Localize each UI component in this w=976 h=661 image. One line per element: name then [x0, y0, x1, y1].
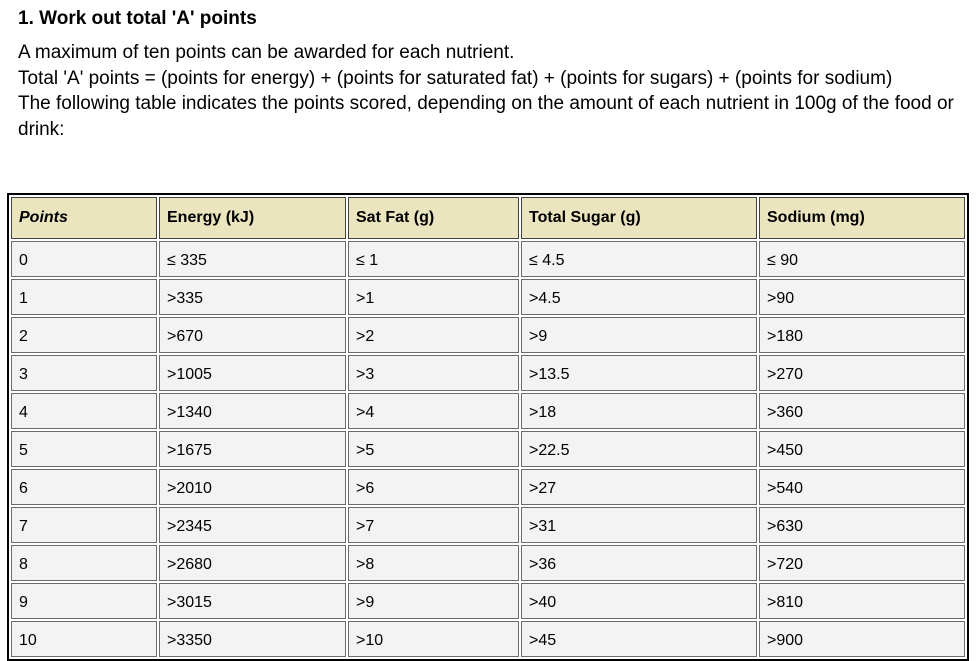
- cell-total-sugar: >40: [521, 583, 757, 619]
- table-row: 3 >1005 >3 >13.5 >270: [11, 355, 965, 391]
- cell-points: 10: [11, 621, 157, 657]
- cell-total-sugar: >13.5: [521, 355, 757, 391]
- header-total-sugar: Total Sugar (g): [521, 197, 757, 239]
- cell-sat-fat: >7: [348, 507, 519, 543]
- cell-energy: >670: [159, 317, 346, 353]
- cell-energy: >2680: [159, 545, 346, 581]
- intro-line-table-description: The following table indicates the points…: [18, 93, 954, 140]
- cell-sat-fat: >4: [348, 393, 519, 429]
- cell-sat-fat: >1: [348, 279, 519, 315]
- cell-points: 8: [11, 545, 157, 581]
- cell-total-sugar: ≤ 4.5: [521, 241, 757, 277]
- cell-sodium: >900: [759, 621, 965, 657]
- cell-energy: >1675: [159, 431, 346, 467]
- header-sat-fat: Sat Fat (g): [348, 197, 519, 239]
- cell-sat-fat: >9: [348, 583, 519, 619]
- cell-points: 0: [11, 241, 157, 277]
- points-table: Points Energy (kJ) Sat Fat (g) Total Sug…: [7, 193, 969, 661]
- table-row: 6 >2010 >6 >27 >540: [11, 469, 965, 505]
- table-row: 7 >2345 >7 >31 >630: [11, 507, 965, 543]
- table-row: 9 >3015 >9 >40 >810: [11, 583, 965, 619]
- cell-total-sugar: >18: [521, 393, 757, 429]
- cell-total-sugar: >31: [521, 507, 757, 543]
- table-row: 1 >335 >1 >4.5 >90: [11, 279, 965, 315]
- cell-total-sugar: >36: [521, 545, 757, 581]
- table-row: 5 >1675 >5 >22.5 >450: [11, 431, 965, 467]
- table-row: 8 >2680 >8 >36 >720: [11, 545, 965, 581]
- cell-sat-fat: >2: [348, 317, 519, 353]
- cell-total-sugar: >9: [521, 317, 757, 353]
- cell-energy: >335: [159, 279, 346, 315]
- cell-sodium: >720: [759, 545, 965, 581]
- header-points: Points: [11, 197, 157, 239]
- intro-line-total-formula: Total 'A' points = (points for energy) +…: [18, 67, 893, 89]
- cell-sodium: >360: [759, 393, 965, 429]
- table-row: 10 >3350 >10 >45 >900: [11, 621, 965, 657]
- cell-sodium: >180: [759, 317, 965, 353]
- table-row: 4 >1340 >4 >18 >360: [11, 393, 965, 429]
- cell-sodium: >630: [759, 507, 965, 543]
- cell-total-sugar: >22.5: [521, 431, 757, 467]
- cell-sodium: >540: [759, 469, 965, 505]
- cell-total-sugar: >4.5: [521, 279, 757, 315]
- cell-energy: >3350: [159, 621, 346, 657]
- cell-sat-fat: >10: [348, 621, 519, 657]
- cell-points: 4: [11, 393, 157, 429]
- intro-line-max-points: A maximum of ten points can be awarded f…: [18, 42, 515, 63]
- cell-sat-fat: >5: [348, 431, 519, 467]
- cell-points: 6: [11, 469, 157, 505]
- cell-sat-fat: >3: [348, 355, 519, 391]
- page-heading: 1. Work out total 'A' points: [18, 8, 257, 29]
- cell-sodium: >270: [759, 355, 965, 391]
- header-sodium: Sodium (mg): [759, 197, 965, 239]
- cell-energy: >1005: [159, 355, 346, 391]
- table-header-row: Points Energy (kJ) Sat Fat (g) Total Sug…: [11, 197, 965, 239]
- cell-sodium: ≤ 90: [759, 241, 965, 277]
- cell-points: 2: [11, 317, 157, 353]
- cell-sodium: >810: [759, 583, 965, 619]
- cell-energy: >1340: [159, 393, 346, 429]
- cell-points: 7: [11, 507, 157, 543]
- header-energy: Energy (kJ): [159, 197, 346, 239]
- cell-sat-fat: ≤ 1: [348, 241, 519, 277]
- cell-sodium: >90: [759, 279, 965, 315]
- cell-points: 3: [11, 355, 157, 391]
- intro-text: A maximum of ten points can be awarded f…: [18, 40, 958, 142]
- cell-sat-fat: >8: [348, 545, 519, 581]
- cell-energy: ≤ 335: [159, 241, 346, 277]
- cell-total-sugar: >27: [521, 469, 757, 505]
- cell-sodium: >450: [759, 431, 965, 467]
- cell-energy: >2345: [159, 507, 346, 543]
- table-row: 0 ≤ 335 ≤ 1 ≤ 4.5 ≤ 90: [11, 241, 965, 277]
- cell-energy: >2010: [159, 469, 346, 505]
- cell-total-sugar: >45: [521, 621, 757, 657]
- cell-points: 9: [11, 583, 157, 619]
- cell-sat-fat: >6: [348, 469, 519, 505]
- table-row: 2 >670 >2 >9 >180: [11, 317, 965, 353]
- cell-energy: >3015: [159, 583, 346, 619]
- cell-points: 5: [11, 431, 157, 467]
- cell-points: 1: [11, 279, 157, 315]
